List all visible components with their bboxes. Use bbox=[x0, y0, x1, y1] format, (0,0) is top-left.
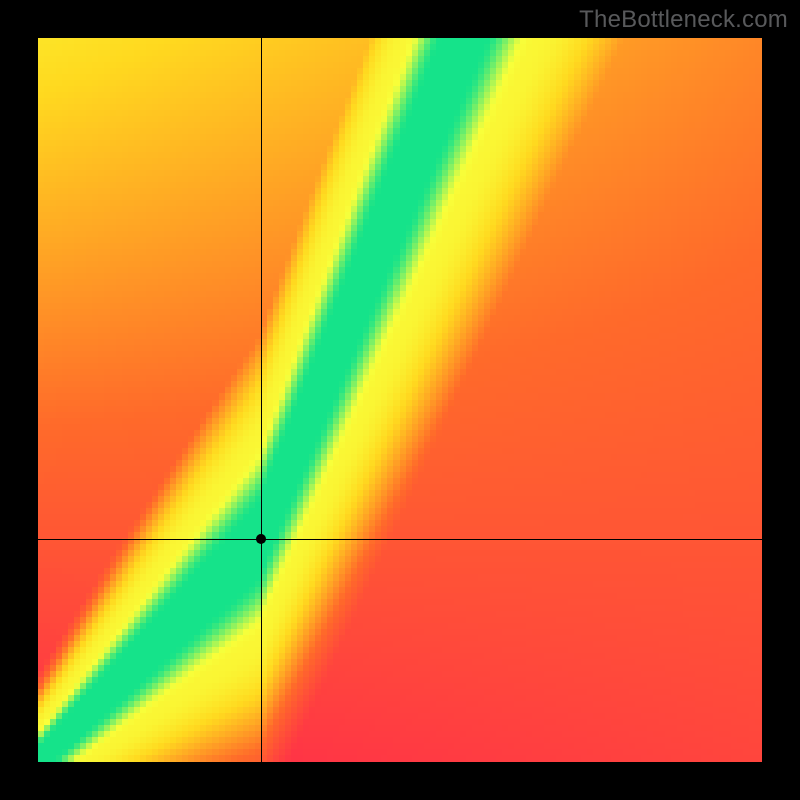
heatmap-frame bbox=[38, 38, 762, 762]
image-root: TheBottleneck.com bbox=[0, 0, 800, 800]
attribution-text: TheBottleneck.com bbox=[579, 6, 788, 34]
heatmap-canvas bbox=[38, 38, 762, 762]
